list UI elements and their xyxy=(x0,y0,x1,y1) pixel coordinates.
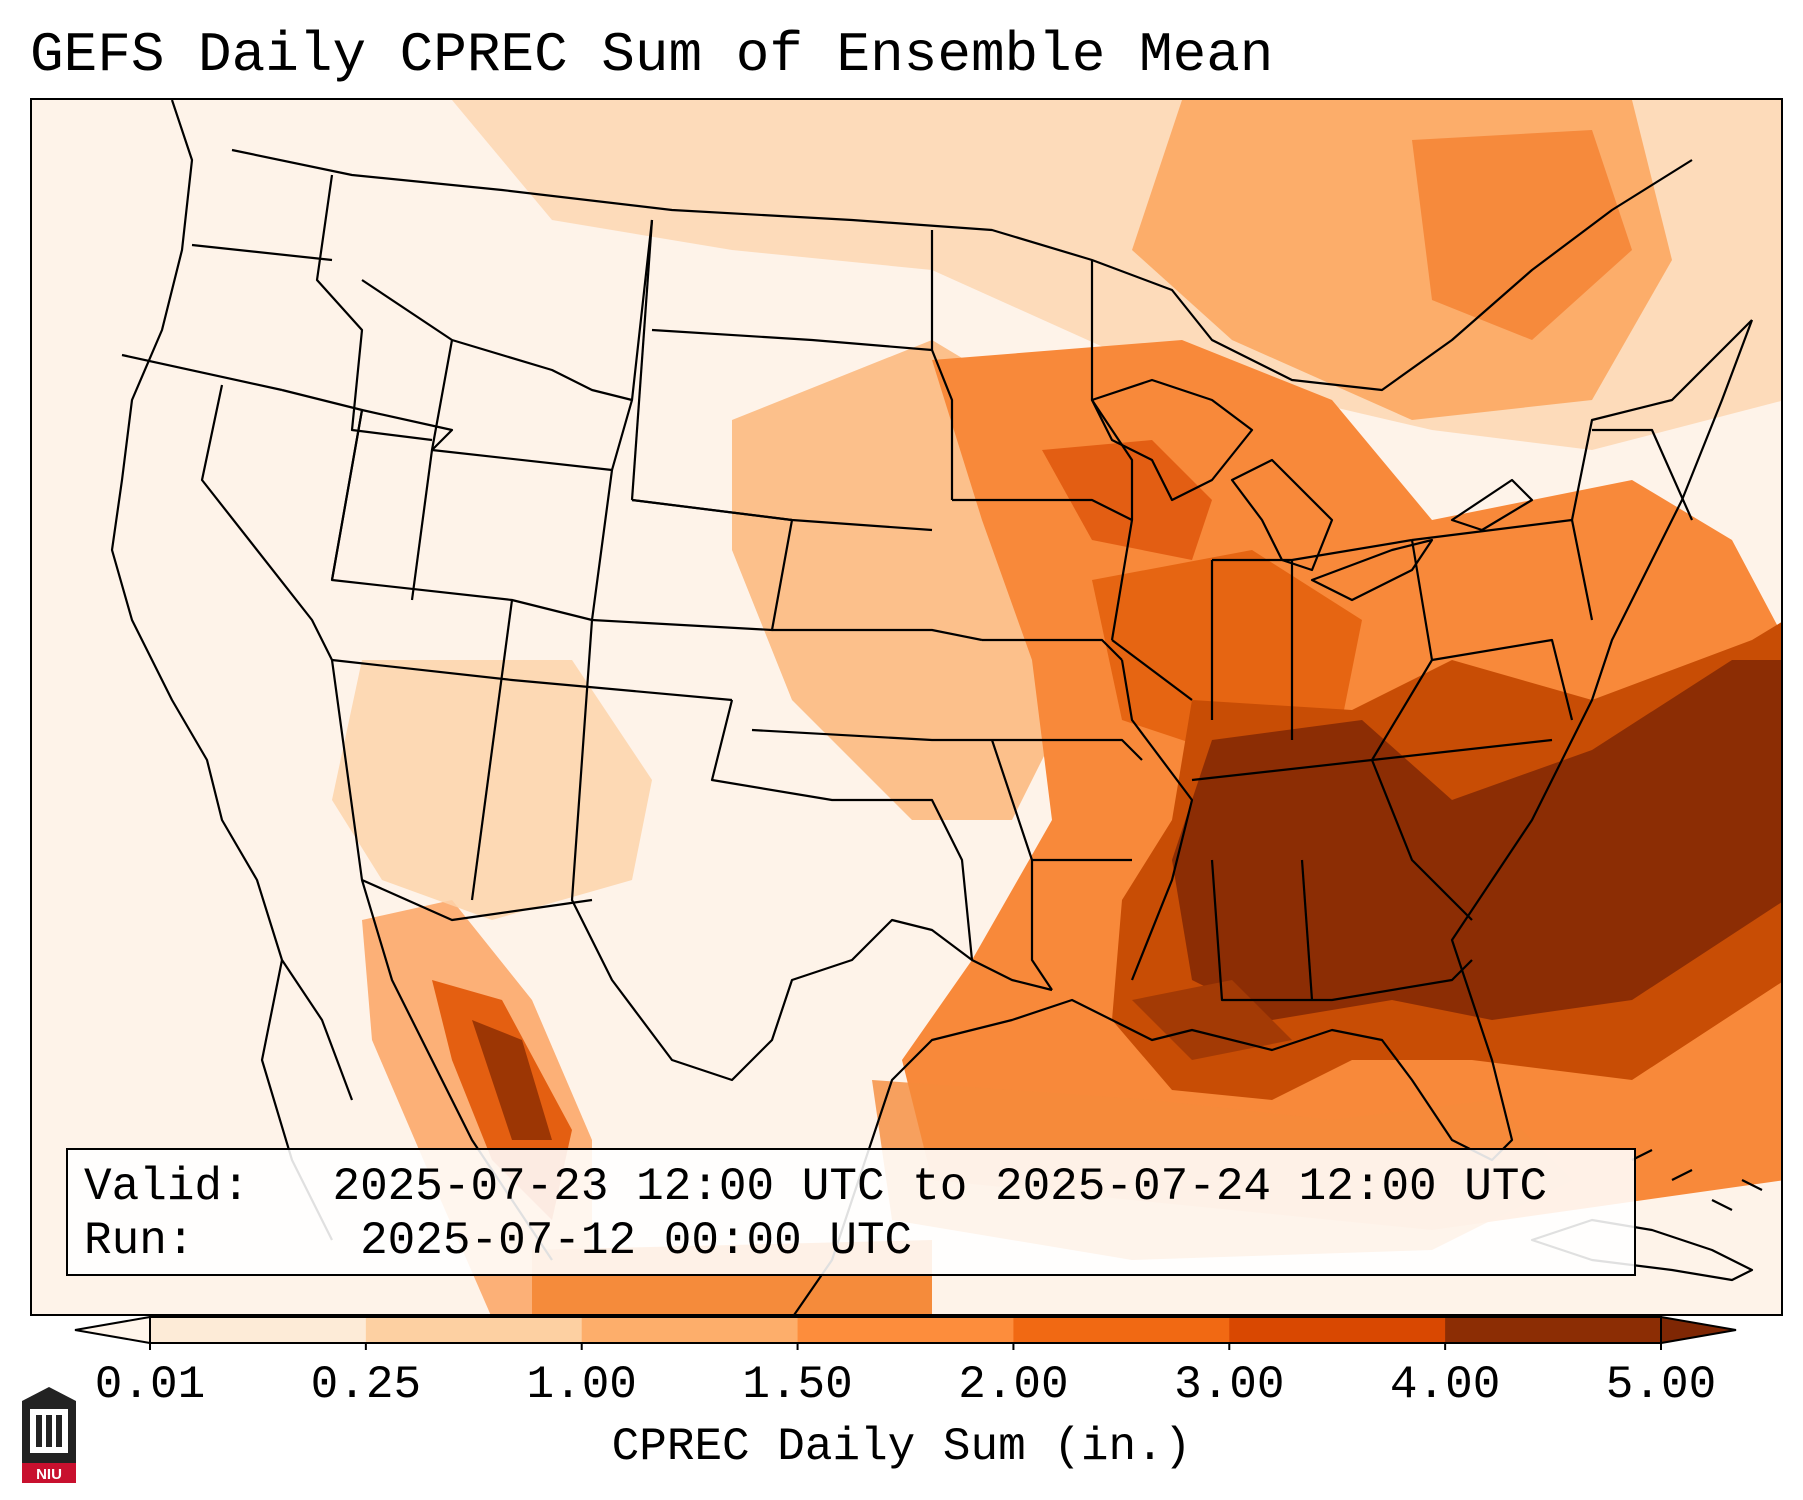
precip-field xyxy=(32,100,1781,1314)
svg-text:NIU: NIU xyxy=(36,1466,62,1483)
valid-label: Valid: xyxy=(84,1161,250,1213)
precip-map xyxy=(30,98,1783,1316)
state-borders xyxy=(110,100,1763,1314)
valid-value: 2025-07-23 12:00 UTC to 2025-07-24 12:00… xyxy=(332,1161,1548,1213)
colorbar-tick-label: 1.00 xyxy=(526,1359,637,1411)
colorbar-tick-label: 3.00 xyxy=(1174,1359,1285,1411)
valid-row: Valid: 2025-07-23 12:00 UTC to 2025-07-2… xyxy=(84,1160,1620,1214)
colorbar-over-arrow xyxy=(1660,1315,1737,1345)
run-row: Run: 2025-07-12 00:00 UTC xyxy=(84,1214,1620,1268)
colorbar-under-arrow xyxy=(74,1315,151,1345)
map-title: GEFS Daily CPREC Sum of Ensemble Mean xyxy=(30,23,1274,87)
run-label: Run: xyxy=(84,1215,195,1267)
map-canvas xyxy=(32,100,1781,1314)
run-value: 2025-07-12 00:00 UTC xyxy=(360,1215,913,1267)
colorbar-label: CPREC Daily Sum (in.) xyxy=(611,1421,1192,1473)
colorbar-segment xyxy=(581,1317,799,1343)
colorbar-segment xyxy=(150,1317,367,1343)
colorbar-segment xyxy=(365,1317,583,1343)
colorbar-tick-label: 2.00 xyxy=(958,1359,1069,1411)
colorbar-tick-label: 4.00 xyxy=(1389,1359,1501,1411)
niu-logo-icon: NIU xyxy=(22,1387,76,1483)
colorbar-tick-label: 0.25 xyxy=(310,1359,422,1411)
colorbar-segment xyxy=(797,1317,1014,1343)
colorbar-tick-label: 5.00 xyxy=(1605,1359,1717,1411)
colorbar-tick-label: 1.50 xyxy=(742,1359,853,1411)
colorbar-segment xyxy=(1229,1317,1446,1343)
colorbar-tick-label: 0.01 xyxy=(94,1359,206,1411)
colorbar-segment xyxy=(1445,1317,1662,1343)
colorbar xyxy=(74,1315,1737,1350)
colorbar-segment xyxy=(1013,1317,1230,1343)
info-box: Valid: 2025-07-23 12:00 UTC to 2025-07-2… xyxy=(66,1148,1636,1276)
